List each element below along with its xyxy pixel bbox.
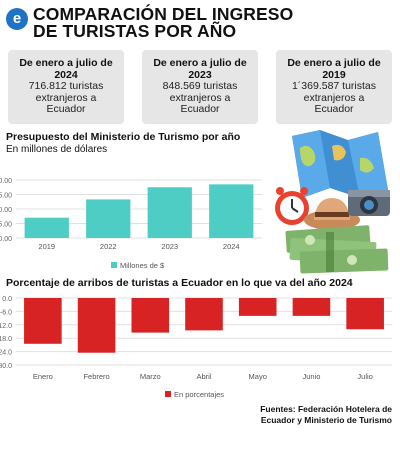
logo-icon: e [6, 8, 28, 30]
bar [209, 184, 254, 238]
stat-card-value-line3: Ecuador [180, 103, 220, 115]
x-tick-label: 2022 [100, 242, 117, 251]
y-tick-label: 5.00 [0, 222, 12, 229]
chart2-title: Porcentaje de arribos de turistas a Ecua… [6, 277, 353, 289]
bar [238, 298, 277, 316]
stat-card-period-line2: 2019 [322, 68, 346, 81]
stat-card-value-line1: 1´369.587 turistas [291, 80, 377, 92]
bar [147, 187, 192, 238]
x-tick-label: 2024 [223, 242, 240, 251]
bar [86, 199, 131, 238]
x-tick-label: Julio [357, 372, 372, 381]
stat-card-value-line1: 848.569 turistas [162, 80, 238, 92]
stat-cards: De enero a julio de 2024 716.812 turista… [8, 50, 392, 124]
travel-illustration-icon [275, 130, 390, 274]
y-tick-label: 15.00 [0, 193, 12, 200]
y-tick-label: -30.0 [0, 363, 12, 370]
x-tick-label: Marzo [140, 372, 161, 381]
stat-card-value-line3: Ecuador [314, 103, 354, 115]
y-tick-label: 0.0 [2, 296, 12, 303]
bar [346, 298, 384, 330]
x-tick-label: Abril [196, 372, 211, 381]
bar [292, 298, 331, 316]
source-note: Fuentes: Federación Hotelera de Ecuador … [242, 404, 392, 426]
stat-card-2019: De enero a julio de 2019 1´369.587 turis… [276, 50, 392, 124]
x-tick-label: Junio [302, 372, 320, 381]
stat-card-value-line2: extranjeros a [35, 91, 97, 104]
x-tick-label: Mayo [249, 372, 267, 381]
stat-card-period-line1: De enero a julio de [287, 57, 381, 69]
stat-card-2024: De enero a julio de 2024 716.812 turista… [8, 50, 124, 124]
y-tick-label: -24.0 [0, 350, 12, 357]
stat-card-period-line1: De enero a julio de [153, 57, 247, 69]
y-tick-label: 10.00 [0, 207, 12, 214]
stat-card-value-line2: extranjeros a [169, 91, 231, 104]
legend-label: Millones de $ [120, 261, 165, 270]
source-line1: Fuentes: Federación Hotelera de [260, 404, 392, 414]
x-tick-label: 2019 [38, 242, 55, 251]
page-title-line1: COMPARACIÓN DEL INGRESO [33, 4, 294, 24]
chart1-title: Presupuesto del Ministerio de Turismo po… [6, 131, 241, 143]
page-title: COMPARACIÓN DEL INGRESO DE TURISTAS POR … [33, 4, 294, 41]
stat-card-period-line2: 2024 [54, 68, 78, 81]
legend-swatch [165, 391, 171, 397]
y-tick-label: 20.00 [0, 178, 12, 185]
header: e COMPARACIÓN DEL INGRESO DE TURISTAS PO… [6, 4, 306, 46]
y-tick-label: -18.0 [0, 336, 12, 343]
page-title-line2: DE TURISTAS POR AÑO [33, 21, 237, 41]
x-tick-label: 2023 [161, 242, 178, 251]
y-tick-label: -12.0 [0, 323, 12, 330]
stat-card-value-line3: Ecuador [46, 103, 86, 115]
arrivals-bar-chart: 0.0 -6.0 -12.0 -18.0 -24.0 -30.0 Enero Febrero M… [0, 296, 392, 399]
bar [24, 217, 69, 238]
bar [24, 298, 62, 344]
stat-card-value-line1: 716.812 turistas [28, 80, 104, 92]
legend-label: En porcentajes [174, 390, 224, 399]
stat-card-value-line2: extranjeros a [303, 91, 365, 104]
x-tick-label: Febrero [83, 372, 109, 381]
stat-card-period-line2: 2023 [188, 68, 212, 81]
stat-card-period-line1: De enero a julio de [19, 57, 113, 69]
source-line2: Ecuador y Ministerio de Turismo [260, 415, 392, 425]
y-tick-label: -6.0 [0, 309, 12, 316]
bar [185, 298, 223, 331]
legend-swatch [111, 262, 117, 268]
bar [77, 298, 116, 353]
x-tick-label: Enero [33, 372, 53, 381]
bar [131, 298, 170, 333]
y-tick-label: 0.00 [0, 236, 12, 243]
budget-bar-chart: 0.00 5.00 10.00 15.00 20.00 2019 2022 2023 2024 M… [0, 178, 262, 270]
stat-card-2023: De enero a julio de 2023 848.569 turista… [142, 50, 258, 124]
chart1-subtitle: En millones de dólares [6, 144, 108, 155]
